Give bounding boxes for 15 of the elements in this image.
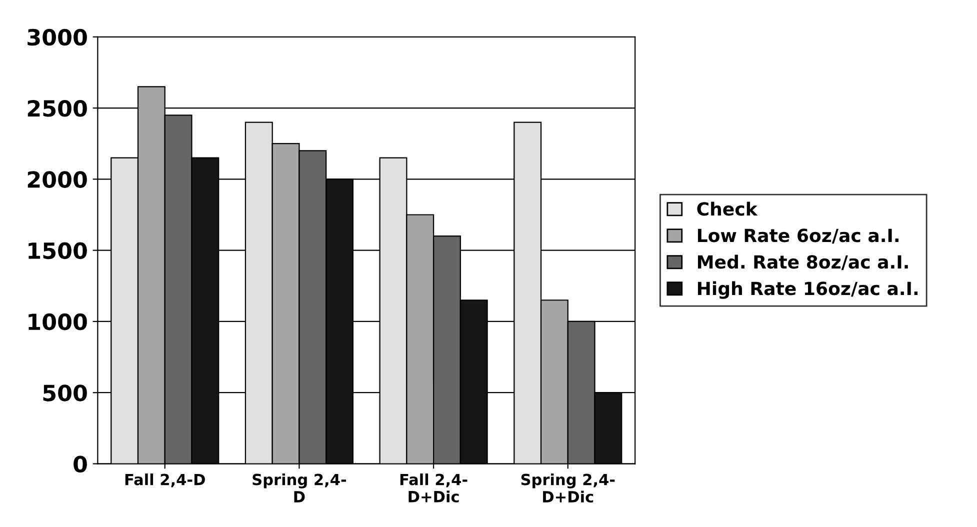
y-tick-label: 2500 bbox=[28, 100, 87, 117]
x-tick-label: Fall 2,4-D bbox=[125, 473, 205, 488]
y-tick-label: 500 bbox=[43, 384, 87, 402]
x-tick-label: Spring 2,4- D bbox=[252, 473, 346, 502]
x-tick-label: Fall 2,4- D+Dic bbox=[400, 473, 468, 502]
legend-label: Med. Rate 8oz/ac a.I. bbox=[698, 254, 908, 270]
y-tick-label: 1500 bbox=[28, 242, 87, 260]
y-tick-label: 3000 bbox=[28, 28, 87, 46]
legend-label: Low Rate 6oz/ac a.I. bbox=[698, 228, 898, 244]
legend-label: High Rate 16oz/ac a.I. bbox=[698, 281, 918, 299]
y-tick-label: 2000 bbox=[28, 171, 87, 188]
y-tick-label: 0 bbox=[74, 456, 87, 473]
x-tick-label: Spring 2,4- D+Dic bbox=[521, 473, 615, 503]
y-tick-label: 1000 bbox=[28, 313, 87, 330]
legend-label: Check bbox=[697, 202, 758, 216]
